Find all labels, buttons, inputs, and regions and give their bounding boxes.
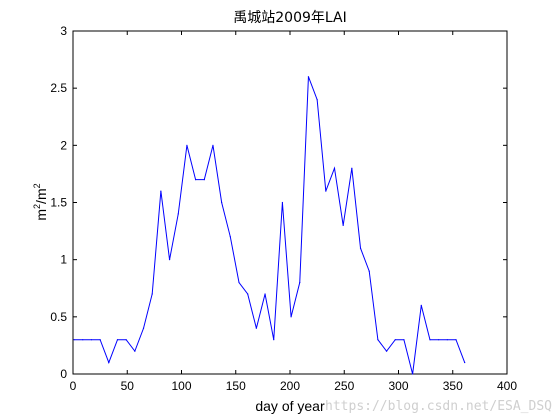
lai-data-point: [281, 201, 284, 204]
y-tick-label: 1.5: [50, 196, 67, 210]
y-tick-label: 1: [60, 253, 67, 267]
plot-area: [72, 30, 508, 375]
lai-data-point: [385, 350, 388, 352]
lai-data-point: [168, 259, 171, 261]
lai-data-point: [212, 144, 214, 146]
lai-data-point: [307, 76, 310, 78]
x-tick-label: 200: [280, 379, 300, 393]
y-tick-label: 0.5: [50, 310, 67, 324]
x-tick-label: 100: [171, 379, 191, 393]
lai-data-point: [99, 339, 101, 341]
y-tick-labels: 0 0.5 1 1.5 2 2.5 3: [50, 24, 67, 381]
x-tick-label: 50: [121, 379, 135, 393]
y-axis-label-divisor: /m: [33, 188, 49, 204]
x-tick-label: 250: [334, 379, 354, 393]
x-axis-label: day of year: [255, 398, 325, 414]
lai-data-point: [186, 144, 188, 146]
y-axis-label-base: m: [33, 209, 49, 221]
lai-data-point: [394, 339, 396, 341]
lai-data-point: [429, 339, 431, 341]
lai-data-point: [134, 350, 136, 352]
lai-data-point: [438, 339, 440, 341]
lai-data-point: [325, 190, 327, 192]
lai-data-point: [116, 339, 119, 341]
x-tick-label: 150: [226, 379, 246, 393]
lai-data-point: [90, 339, 93, 341]
lai-data-point: [342, 224, 344, 226]
lai-data-point: [255, 327, 257, 329]
x-tick-label: 300: [388, 379, 408, 393]
lai-data-point: [299, 281, 301, 284]
y-tick-label: 0: [60, 367, 67, 381]
lai-data-point: [195, 179, 197, 181]
lai-data-point: [221, 201, 223, 204]
lai-data-point: [108, 361, 110, 364]
lai-data-point: [247, 293, 249, 295]
lai-data-point: [160, 190, 162, 192]
y-axis-label-exponent-2: 2: [32, 183, 42, 188]
lai-data-point: [238, 281, 240, 284]
lai-data-point: [264, 293, 266, 295]
lai-data-point: [333, 167, 336, 169]
lai-data-point: [73, 339, 75, 341]
lai-data-point: [316, 99, 318, 101]
lai-data-point: [273, 339, 275, 341]
y-axis-label: m2/m2: [32, 183, 49, 220]
lai-data-point: [446, 339, 448, 341]
y-tick-label: 2: [60, 138, 67, 152]
lai-data-point: [455, 339, 457, 341]
lai-data-point: [151, 293, 153, 295]
lai-data-point: [412, 373, 414, 375]
lai-data-point: [203, 179, 205, 181]
lai-data-point: [290, 316, 292, 318]
x-tick-label: 0: [70, 379, 77, 393]
lai-data-point: [142, 327, 145, 329]
series-group: [73, 76, 466, 375]
lai-data-point: [177, 213, 179, 215]
x-tick-label: 400: [497, 379, 517, 393]
x-tick-label: 350: [443, 379, 463, 393]
lai-data-point: [125, 339, 127, 341]
lai-data-point: [377, 339, 379, 341]
lai-data-point: [351, 167, 353, 169]
y-axis-label-exponent-1: 2: [32, 204, 42, 209]
lai-data-point: [229, 236, 231, 238]
y-tick-label: 3: [60, 24, 67, 38]
lai-data-point: [368, 270, 370, 272]
lai-series-line: [74, 76, 466, 375]
chart-title: 禹城站2009年LAI: [233, 10, 346, 26]
lai-data-point: [420, 304, 422, 306]
lai-data-point: [464, 361, 466, 364]
watermark-text: https://blog.csdn.net/ESA_DSQ: [325, 399, 552, 414]
x-tick-labels: 0 50 100 150 200 250 300 350 400: [70, 379, 518, 393]
y-tick-label: 2.5: [50, 81, 67, 95]
axis-ticks: [72, 30, 508, 375]
lai-data-point: [403, 339, 405, 341]
lai-data-point: [82, 339, 84, 341]
lai-data-point: [359, 247, 362, 249]
